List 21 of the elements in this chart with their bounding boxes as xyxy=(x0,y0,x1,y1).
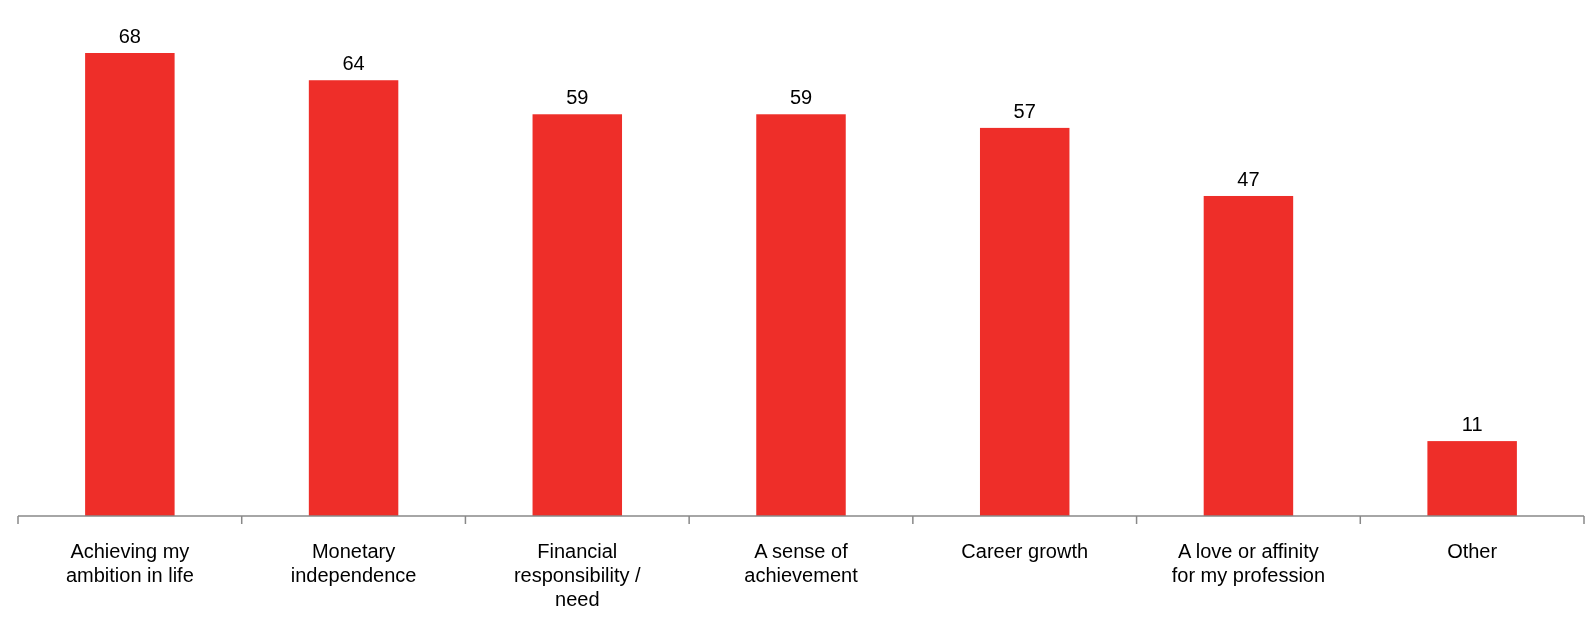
data-label: 59 xyxy=(566,86,589,109)
data-label: 64 xyxy=(342,52,365,75)
x-tick-label: Monetary independence xyxy=(290,540,417,586)
x-tick-label: Career growth xyxy=(961,540,1089,562)
data-label: 68 xyxy=(118,25,141,47)
x-tick-label: Financial responsibility / need xyxy=(513,540,642,610)
x-tick-label: Achieving my ambition in life xyxy=(65,540,194,586)
bar xyxy=(308,80,399,516)
x-tick-label: Other xyxy=(1447,540,1498,562)
data-label: 57 xyxy=(1013,99,1036,122)
bar xyxy=(979,127,1070,516)
bar xyxy=(532,114,623,516)
bar xyxy=(1427,441,1517,516)
bar xyxy=(756,114,846,516)
data-label: 59 xyxy=(789,86,813,109)
x-tick-label: A sense of achievement xyxy=(744,540,859,586)
bar xyxy=(85,53,175,516)
data-label: 11 xyxy=(1461,413,1483,436)
data-label: 47 xyxy=(1237,167,1260,190)
bar xyxy=(1203,195,1294,516)
x-tick-label: A love or affinity for my profession xyxy=(1171,540,1326,586)
